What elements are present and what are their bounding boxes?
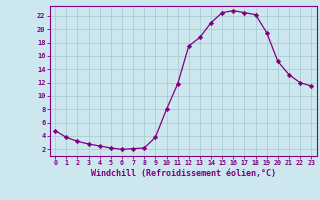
X-axis label: Windchill (Refroidissement éolien,°C): Windchill (Refroidissement éolien,°C): [91, 169, 276, 178]
